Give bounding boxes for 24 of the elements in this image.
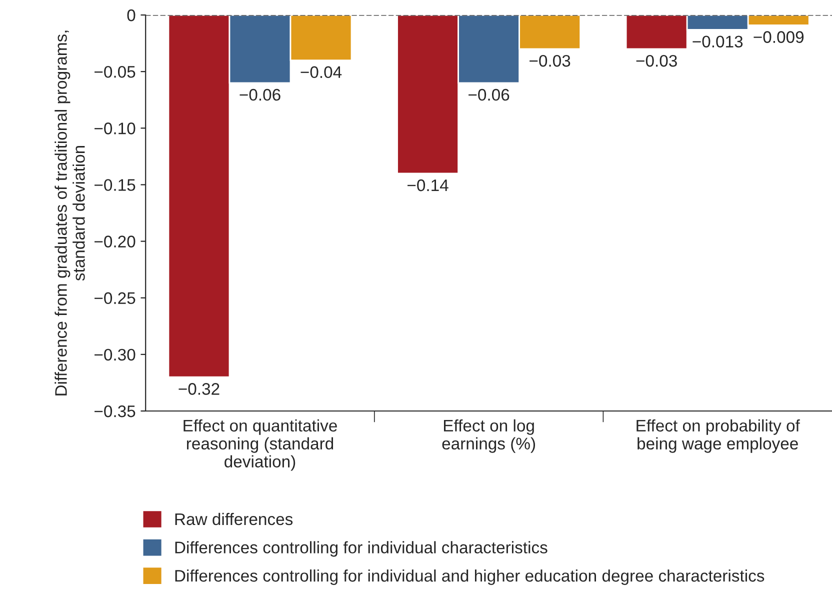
data-label: −0.14	[408, 179, 448, 192]
y-axis-title: Difference from graduates of traditional programs, standard deviation	[54, 30, 85, 396]
data-label: −0.06	[468, 88, 510, 101]
y-tick-label: −0.15	[94, 179, 136, 191]
data-label: −0.32	[178, 383, 220, 395]
y-tick-label: −0.35	[94, 405, 136, 418]
legend-label: Differences controlling for individual characteristics	[175, 541, 548, 557]
y-tick-label: −0.20	[94, 236, 136, 248]
data-label: −0.03	[530, 54, 570, 67]
y-tick-label: −0.10	[94, 122, 136, 134]
y-tick-label: −0.05	[94, 66, 136, 78]
x-tick-label: Effect on probability of being wage employee	[636, 419, 800, 453]
data-label: −0.03	[636, 54, 677, 67]
y-tick-label: −0.25	[94, 292, 136, 304]
legend-label: Raw differences	[175, 512, 293, 526]
y-tick-label: −0.30	[94, 348, 136, 361]
data-label: −0.04	[300, 66, 342, 78]
x-tick-label: Effect on log earnings (%)	[442, 419, 536, 453]
y-tick-label: 0	[127, 9, 136, 22]
x-tick-label: Effect on quantitative reasoning (standard deviation)	[184, 419, 337, 471]
data-label: −0.06	[240, 88, 280, 101]
legend-label: Differences controlling for individual and higher education degree characteristics	[175, 569, 764, 585]
data-label: −0.013	[692, 36, 743, 48]
data-label: −0.009	[754, 31, 804, 43]
